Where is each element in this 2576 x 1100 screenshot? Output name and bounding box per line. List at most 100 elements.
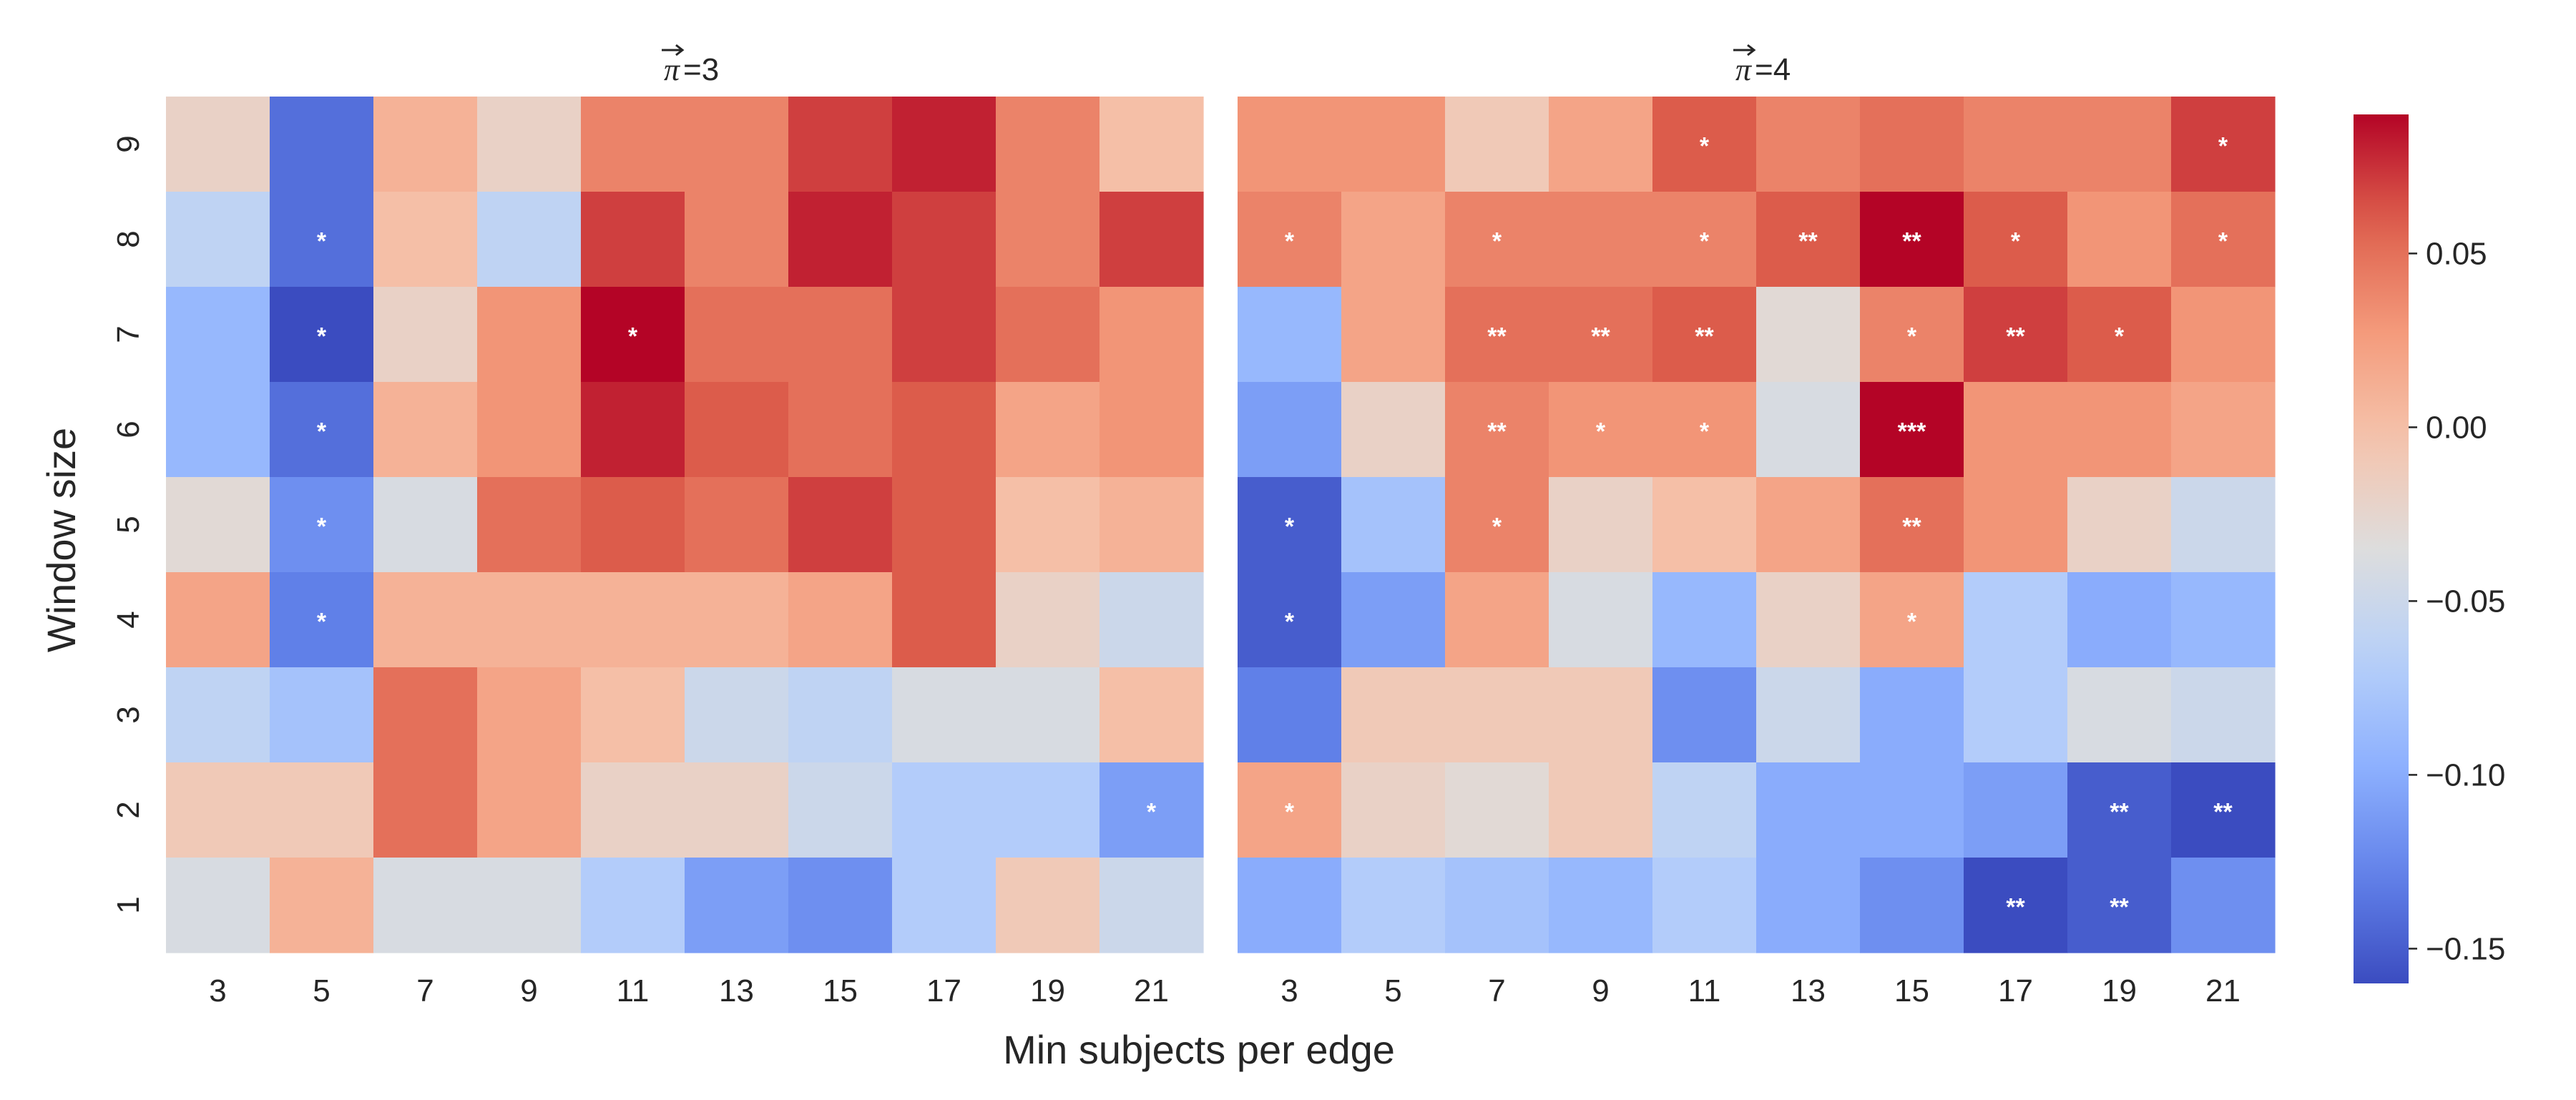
- heatmap-cell: [166, 477, 270, 573]
- panel-title-symbol: π: [664, 52, 681, 87]
- heatmap-cell: [996, 477, 1100, 573]
- significance-label: *: [317, 609, 327, 636]
- heatmap-cell: [1652, 572, 1757, 668]
- x-tick-label: 15: [1894, 973, 1929, 1008]
- heatmap-cell: [1652, 287, 1757, 383]
- heatmap-cell: [477, 287, 582, 383]
- heatmap-cell: [1445, 572, 1549, 668]
- y-tick-label: 5: [111, 516, 146, 533]
- significance-label: *: [1285, 228, 1295, 255]
- heatmap-cell: [1652, 762, 1757, 858]
- significance-label: ***: [1898, 418, 1926, 446]
- x-tick-label: 9: [520, 973, 537, 1008]
- heatmap-cell: [996, 97, 1100, 192]
- heatmap-cell: [1756, 287, 1861, 383]
- panel-title-symbol: π: [1735, 52, 1753, 87]
- heatmap-cell: [1445, 477, 1549, 573]
- significance-label: **: [1902, 228, 1921, 255]
- heatmap-cell: [685, 667, 789, 763]
- significance-label: *: [1907, 609, 1917, 636]
- heatmap-cell: [1860, 192, 1964, 288]
- heatmap-cell: [166, 97, 270, 192]
- significance-label: **: [2006, 323, 2025, 350]
- significance-label: **: [1487, 418, 1507, 446]
- heatmap-cell: [1341, 858, 1446, 953]
- heatmap-cell: [1652, 97, 1757, 192]
- significance-label: *: [1700, 228, 1710, 255]
- heatmap-cell: [581, 858, 685, 953]
- heatmap-cell: [1756, 382, 1861, 478]
- x-tick-label: 9: [1592, 973, 1609, 1008]
- heatmap-cell: [1549, 192, 1653, 288]
- heatmap-cell: [892, 572, 996, 668]
- heatmap-cell: [1860, 382, 1964, 478]
- significance-label: *: [317, 418, 327, 446]
- heatmap-cell: [477, 382, 582, 478]
- heatmap-cell: [477, 762, 582, 858]
- heatmap-cell: [996, 287, 1100, 383]
- heatmap-cell: [892, 762, 996, 858]
- y-tick-label: 8: [111, 230, 146, 247]
- heatmap-cell: [1238, 287, 1342, 383]
- heatmap-cell: [2067, 287, 2172, 383]
- heatmap-cell: [892, 97, 996, 192]
- panel-title: π =4: [1733, 44, 1791, 87]
- significance-label: *: [1147, 799, 1157, 826]
- heatmap-cell: [1341, 382, 1446, 478]
- panel-title: π =3: [662, 44, 719, 87]
- vector-arrowhead-icon: [1747, 44, 1756, 57]
- heatmap-cell: [1860, 762, 1964, 858]
- heatmap-cell: [788, 762, 893, 858]
- x-tick-label: 13: [719, 973, 754, 1008]
- heatmap-cell: [1964, 572, 2068, 668]
- significance-label: *: [317, 228, 327, 255]
- heatmap-cell: [996, 192, 1100, 288]
- x-tick-label: 7: [1488, 973, 1505, 1008]
- heatmap-cell: [166, 192, 270, 288]
- heatmap-cell: [996, 572, 1100, 668]
- heatmap-cell: [2067, 858, 2172, 953]
- heatmap-cell: [1549, 477, 1653, 573]
- heatmap-cell: [892, 477, 996, 573]
- heatmap-cell: [1652, 382, 1757, 478]
- significance-label: *: [1492, 228, 1502, 255]
- heatmap-cell: [1100, 477, 1204, 573]
- heatmap-cell: [373, 382, 478, 478]
- heatmap-cell: [1341, 287, 1446, 383]
- heatmap-cell: [1238, 762, 1342, 858]
- significance-label: **: [1695, 323, 1714, 350]
- heatmap-cell: [166, 858, 270, 953]
- heatmap-cell: [1860, 572, 1964, 668]
- heatmap-cell: [685, 858, 789, 953]
- y-tick-label: 7: [111, 325, 146, 343]
- heatmap-cell: [996, 858, 1100, 953]
- heatmap-cell: [788, 667, 893, 763]
- heatmap-cell: [1549, 858, 1653, 953]
- y-axis-title: Window size: [39, 428, 84, 652]
- heatmap-cell: [1445, 287, 1549, 383]
- heatmap-cell: [892, 192, 996, 288]
- heatmap-cell: [2067, 97, 2172, 192]
- heatmap-cell: [1445, 667, 1549, 763]
- heatmap-cell: [1341, 477, 1446, 573]
- significance-label: *: [2011, 228, 2021, 255]
- x-tick-label: 3: [1280, 973, 1298, 1008]
- heatmap-cell: [270, 382, 374, 478]
- heatmap-cell: [1445, 762, 1549, 858]
- heatmap-cell: [1238, 97, 1342, 192]
- heatmap-cell: [788, 192, 893, 288]
- heatmap-cell: [1445, 192, 1549, 288]
- heatmap-cell: [1756, 762, 1861, 858]
- heatmap-cell: [477, 858, 582, 953]
- heatmap-cell: [1445, 858, 1549, 953]
- heatmap-cell: [1860, 477, 1964, 573]
- x-tick-label: 19: [2102, 973, 2137, 1008]
- panel-title-value: =3: [683, 52, 719, 87]
- significance-label: *: [317, 323, 327, 350]
- significance-label: **: [1902, 514, 1921, 541]
- y-tick-label: 6: [111, 421, 146, 438]
- heatmap-cell: [2171, 382, 2276, 478]
- heatmap-cell: [2067, 762, 2172, 858]
